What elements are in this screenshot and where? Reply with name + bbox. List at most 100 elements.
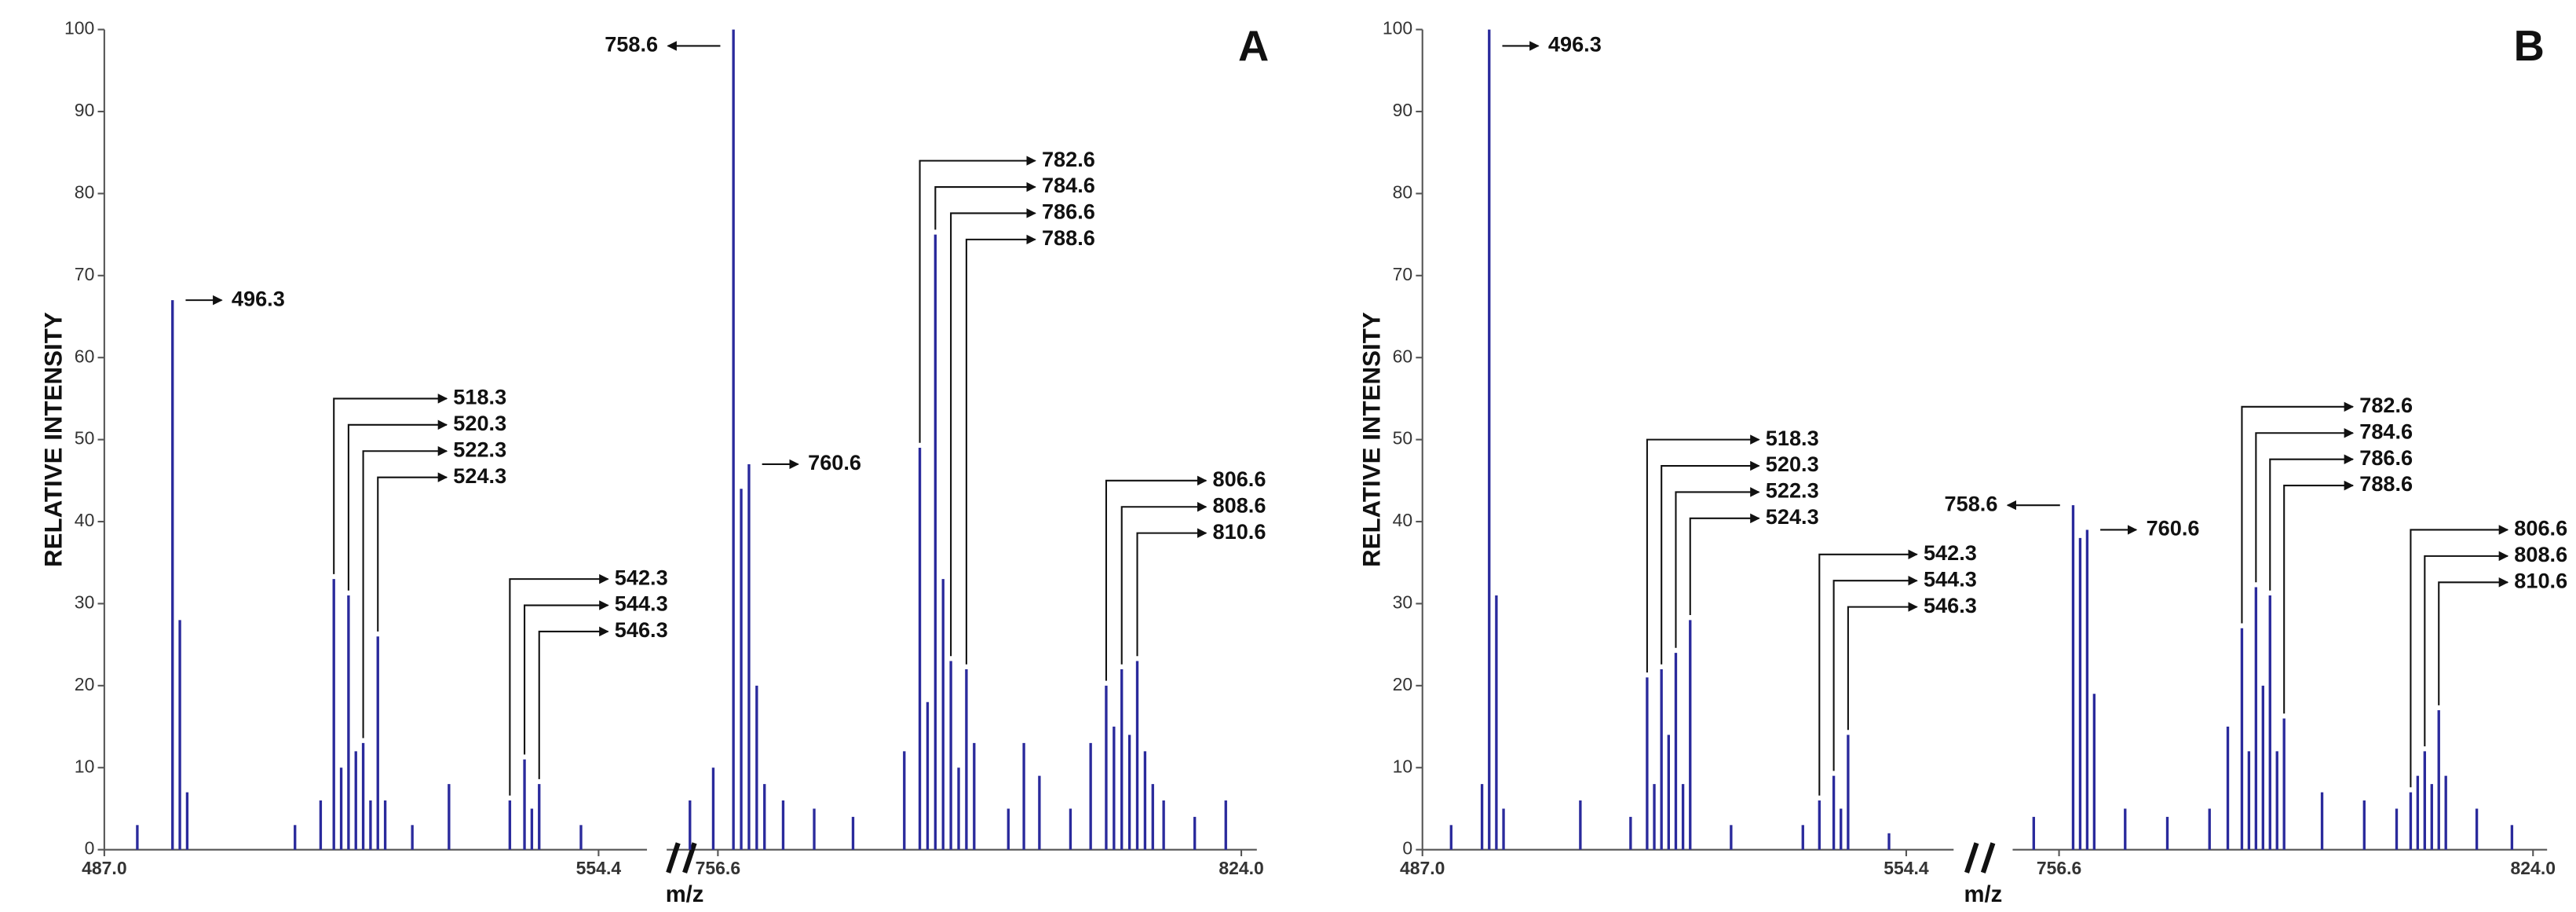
annotation-label: 788.6: [2359, 471, 2413, 496]
annotation-leader: [919, 156, 1036, 443]
y-tick-label: 60: [1393, 346, 1413, 366]
annotation-leader: [2424, 551, 2509, 747]
y-tick-label: 70: [1393, 264, 1413, 284]
annotation-leader: [524, 600, 609, 755]
annotation-label: 546.3: [1924, 593, 1977, 617]
annotation-label: 496.3: [232, 286, 285, 310]
annotation-leader: [965, 234, 1036, 665]
annotation-label: 760.6: [808, 450, 861, 474]
annotation-label: 522.3: [1766, 478, 1819, 503]
annotation-label: 760.6: [2147, 516, 2200, 540]
annotation-leader: [377, 472, 448, 632]
axis-break: [1964, 842, 1996, 874]
annotation-label: 524.3: [453, 463, 506, 488]
x-tick-label: 554.4: [576, 858, 622, 878]
annotation-label: 542.3: [615, 565, 668, 589]
y-tick-label: 90: [1393, 100, 1413, 120]
annotation-label: 544.3: [1924, 566, 1977, 591]
annotation-leader: [2283, 480, 2355, 714]
x-tick-label: 487.0: [1400, 858, 1445, 878]
annotation-leader: [1832, 575, 1918, 771]
y-tick-label: 0: [85, 838, 95, 859]
y-tick-label: 50: [1393, 428, 1413, 449]
annotation-label: 810.6: [1213, 519, 1266, 544]
panel-label: B: [2514, 22, 2545, 70]
annotation-label: 784.6: [2359, 419, 2413, 443]
y-tick-label: 100: [64, 18, 94, 38]
annotation-label: 518.3: [1766, 426, 1819, 450]
annotation-label: 518.3: [453, 385, 506, 409]
annotation-label: 522.3: [453, 437, 506, 461]
annotation-leader: [347, 419, 448, 591]
y-tick-label: 10: [75, 756, 95, 776]
annotation-leader: [950, 208, 1036, 657]
y-tick-label: 70: [75, 264, 95, 284]
x-axis-label: m/z: [1964, 882, 2003, 907]
annotation-leader: [1675, 487, 1760, 648]
annotation-label: 758.6: [1945, 491, 1998, 515]
annotation-label: 758.6: [605, 32, 658, 57]
annotation-label: 520.3: [453, 411, 506, 435]
annotation-leader: [1646, 434, 1760, 673]
annotation-leader: [538, 626, 609, 779]
y-tick-label: 80: [75, 181, 95, 202]
x-tick-label: 554.4: [1884, 858, 1929, 878]
y-tick-label: 10: [1393, 756, 1413, 776]
annotation-leader: [1818, 549, 1918, 796]
y-tick-label: 40: [75, 510, 95, 530]
y-tick-label: 100: [1383, 18, 1412, 38]
y-tick-label: 20: [75, 674, 95, 694]
annotation-leader: [362, 445, 448, 738]
annotation-label: 784.6: [1042, 173, 1095, 197]
annotation-label: 546.3: [615, 617, 668, 642]
x-tick-label: 824.0: [2511, 858, 2556, 878]
annotation-leader: [2255, 428, 2355, 583]
y-tick-label: 40: [1393, 510, 1413, 530]
axis-break: [666, 842, 697, 874]
annotation-leader: [1847, 602, 1918, 731]
annotation-leader: [2269, 454, 2355, 591]
x-tick-label: 756.6: [2037, 858, 2081, 878]
annotation-leader: [1105, 475, 1208, 681]
annotation-label: 542.3: [1924, 540, 1977, 565]
y-tick-label: 80: [1393, 181, 1413, 202]
annotation-label: 806.6: [1213, 467, 1266, 491]
y-axis-label: RELATIVE INTENSITY: [40, 312, 68, 567]
y-axis-label: RELATIVE INTENSITY: [1357, 312, 1385, 567]
x-tick-label: 756.6: [696, 858, 740, 878]
annotation-leader: [2438, 577, 2509, 705]
annotation-label: 806.6: [2514, 516, 2567, 540]
y-tick-label: 20: [1393, 674, 1413, 694]
annotation-leader: [333, 394, 448, 574]
annotation-label: 786.6: [1042, 200, 1095, 224]
annotation-label: 786.6: [2359, 445, 2413, 470]
annotation-leader: [2241, 401, 2355, 624]
annotation-label: 520.3: [1766, 452, 1819, 476]
x-tick-label: 824.0: [1219, 858, 1263, 878]
y-tick-label: 60: [75, 346, 95, 366]
panel-label: A: [1238, 22, 1269, 70]
y-tick-label: 0: [1402, 838, 1412, 859]
annotation-label: 544.3: [615, 592, 668, 616]
y-tick-label: 90: [75, 100, 95, 120]
y-tick-label: 30: [1393, 592, 1413, 612]
annotation-leader: [1136, 528, 1208, 657]
annotation-label: 524.3: [1766, 504, 1819, 529]
annotation-label: 808.6: [2514, 542, 2567, 566]
x-tick-label: 487.0: [82, 858, 126, 878]
annotation-label: 782.6: [1042, 147, 1095, 171]
annotation-leader: [2410, 525, 2509, 788]
x-axis-label: m/z: [666, 882, 704, 907]
annotation-label: 810.6: [2514, 568, 2567, 592]
annotation-leader: [1661, 460, 1760, 665]
y-tick-label: 30: [75, 592, 95, 612]
annotation-leader: [934, 181, 1036, 230]
annotation-label: 782.6: [2359, 393, 2413, 417]
annotation-leader: [1120, 501, 1208, 665]
annotation-leader: [1689, 513, 1760, 616]
annotation-label: 496.3: [1548, 32, 1602, 57]
annotation-leader: [509, 573, 609, 796]
annotation-label: 788.6: [1042, 225, 1095, 250]
